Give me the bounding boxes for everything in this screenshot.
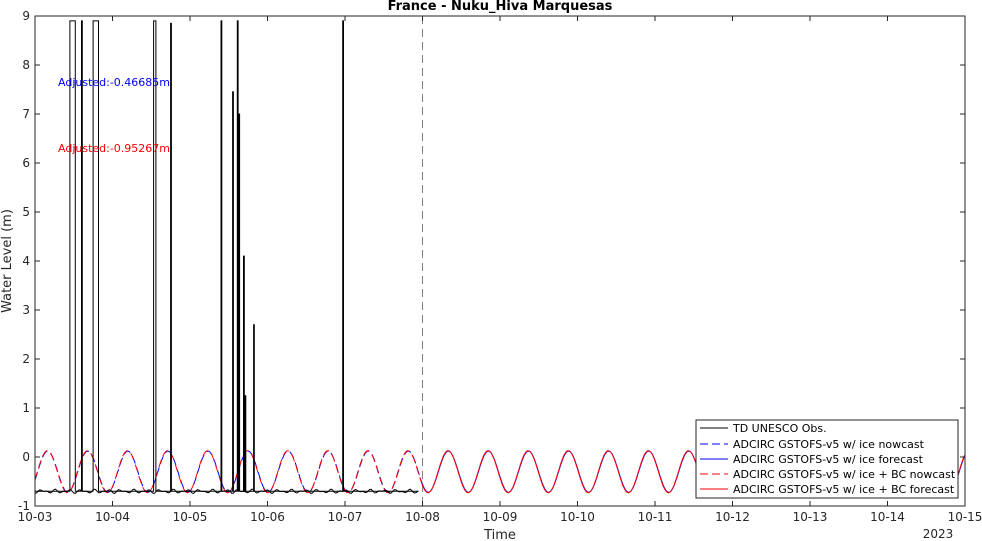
x-tick-label: 10-15 xyxy=(948,510,982,524)
y-tick-label: -1 xyxy=(18,499,30,513)
series-line-observations xyxy=(35,20,419,492)
legend-label-ice-bc-nowcast: ADCIRC GSTOFS-v5 w/ ice + BC nowcast xyxy=(733,468,956,481)
x-tick-label: 10-11 xyxy=(638,510,673,524)
y-tick-label: 3 xyxy=(22,303,30,317)
y-tick-label: 8 xyxy=(22,58,30,72)
axis-ticks: 10-03 10-04 10-05 10-06 10-07 10-08 10-09 10-10… xyxy=(18,9,982,524)
y-axis-label: Water Level (m) xyxy=(0,209,15,313)
x-tick-label: 10-14 xyxy=(870,510,905,524)
chart-title: France - Nuku_Hiva Marquesas xyxy=(388,0,613,14)
x-tick-label: 10-08 xyxy=(405,510,440,524)
x-tick-label: 10-06 xyxy=(250,510,285,524)
y-tick-label: 7 xyxy=(22,107,30,121)
annotation-adjusted-ice: Adjusted:-0.46685m xyxy=(58,76,170,89)
x-tick-label: 10-07 xyxy=(328,510,363,524)
y-tick-label: 0 xyxy=(22,450,30,464)
y-tick-label: 5 xyxy=(22,205,30,219)
year-label: 2023 xyxy=(923,527,954,541)
y-tick-label: 6 xyxy=(22,156,30,170)
x-axis-label: Time xyxy=(483,528,516,541)
x-tick-label: 10-13 xyxy=(793,510,828,524)
x-tick-label: 10-05 xyxy=(173,510,208,524)
y-tick-label: 9 xyxy=(22,9,30,23)
y-tick-label: 1 xyxy=(22,401,30,415)
legend-label-ice-bc-forecast: ADCIRC GSTOFS-v5 w/ ice + BC forecast xyxy=(733,483,955,496)
legend-label-ice-nowcast: ADCIRC GSTOFS-v5 w/ ice nowcast xyxy=(733,438,925,451)
x-tick-label: 10-09 xyxy=(483,510,518,524)
legend-label-ice-forecast: ADCIRC GSTOFS-v5 w/ ice forecast xyxy=(733,453,924,466)
annotation-adjusted-ice-bc: Adjusted:-0.95267m xyxy=(58,142,170,155)
y-tick-label: 2 xyxy=(22,352,30,366)
x-tick-label: 10-04 xyxy=(95,510,130,524)
legend-box xyxy=(695,419,959,499)
legend: TD UNESCO Obs. ADCIRC GSTOFS-v5 w/ ice n… xyxy=(695,419,959,499)
y-tick-label: 4 xyxy=(22,254,30,268)
x-tick-label: 10-03 xyxy=(18,510,53,524)
x-tick-label: 10-12 xyxy=(715,510,750,524)
series-line-3 xyxy=(35,450,423,494)
x-tick-label: 10-10 xyxy=(560,510,595,524)
observation-baseline-noise xyxy=(35,488,419,495)
legend-label-obs: TD UNESCO Obs. xyxy=(732,422,827,435)
